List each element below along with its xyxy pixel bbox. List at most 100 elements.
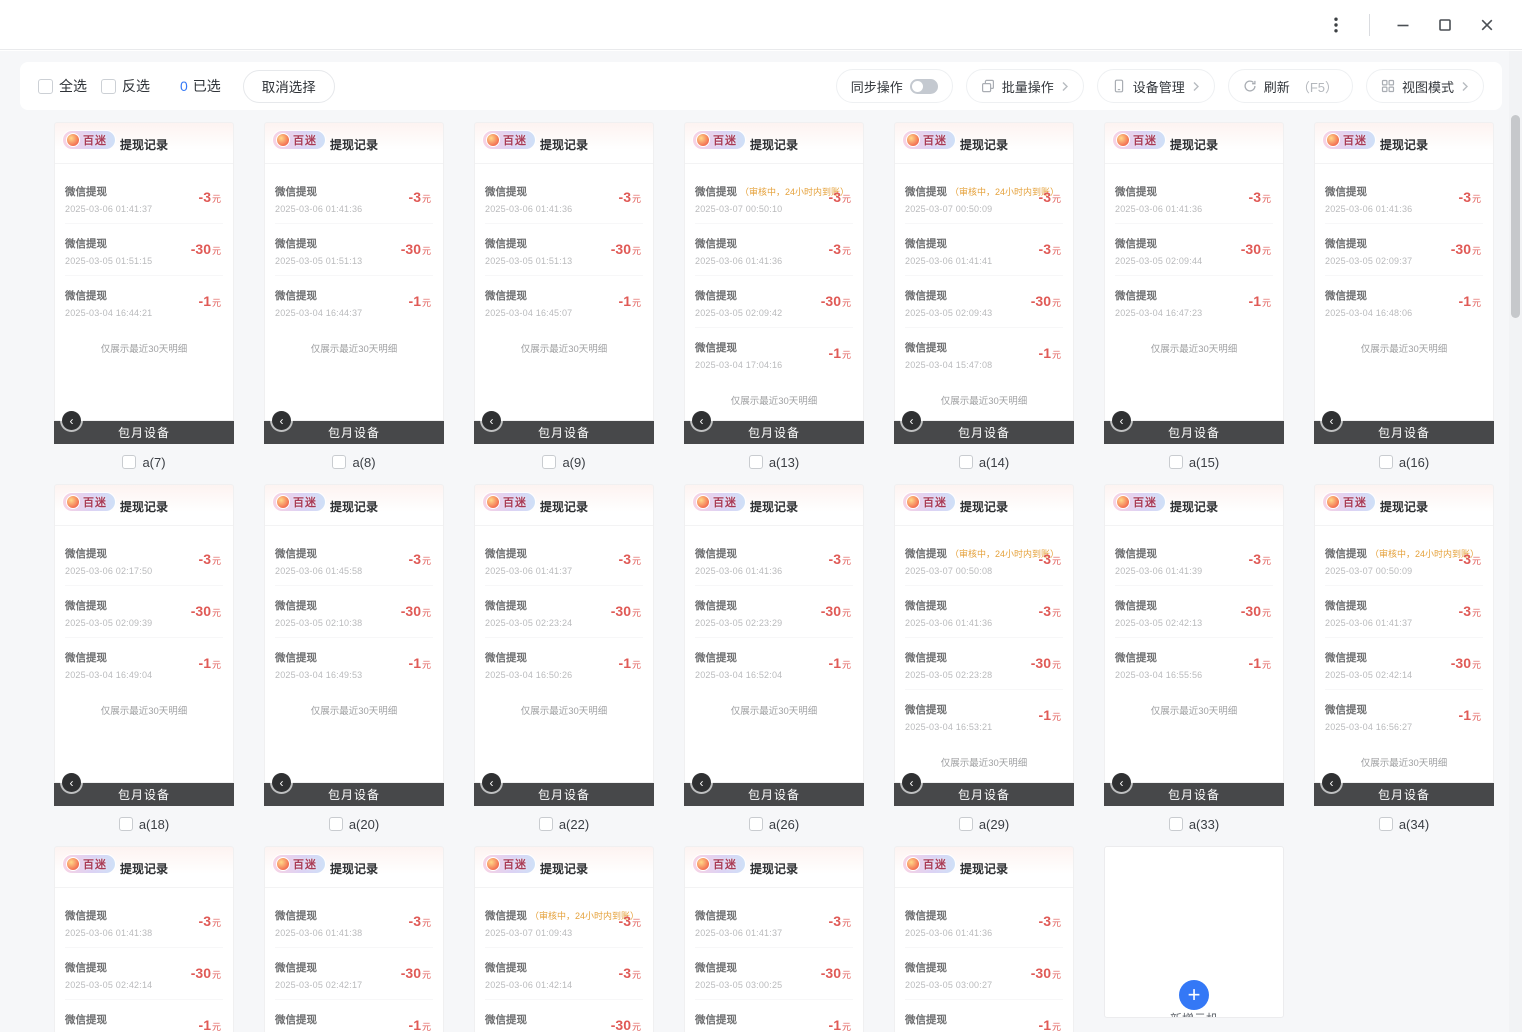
invert-select-control[interactable]: 反选: [101, 76, 150, 96]
collapse-handle-button[interactable]: ‹: [272, 411, 291, 430]
select-all-control[interactable]: 全选: [38, 76, 87, 96]
collapse-handle-button[interactable]: ‹: [1322, 411, 1341, 430]
device-screen[interactable]: 百迷 提现记录 微信提现 2025-03-06 01:41:36 -3元 微信提现 2025…: [474, 122, 654, 421]
phone-frame: 百迷 提现记录 微信提现 2025-03-06 01:41:37 -3元 微信提现 2025…: [54, 122, 234, 444]
device-management-button[interactable]: 设备管理: [1096, 69, 1215, 103]
collapse-handle-button[interactable]: ‹: [1322, 773, 1341, 792]
amount-number: -3: [1458, 602, 1471, 619]
collapse-handle-button[interactable]: ‹: [482, 411, 501, 430]
device-checkbox[interactable]: [958, 455, 973, 469]
transaction-amount: -30元: [1241, 241, 1271, 257]
currency-suffix: 元: [1261, 193, 1271, 204]
device-name-label: a(34): [1398, 816, 1430, 832]
device-checkbox[interactable]: [958, 817, 973, 831]
collapse-handle-button[interactable]: ‹: [692, 411, 711, 430]
collapse-handle-button[interactable]: ‹: [62, 773, 81, 792]
close-button[interactable]: [1466, 8, 1508, 42]
device-screen[interactable]: 百迷 提现记录 微信提现 2025-03-06 01:41:36 -3元 微信提现 2025…: [264, 122, 444, 421]
device-screen[interactable]: 百迷 提现记录 微信提现 2025-03-06 01:41:36 -3元 微信提现 2025…: [894, 846, 1074, 1032]
collapse-handle-button[interactable]: ‹: [902, 773, 921, 792]
transaction-label-line: 微信提现: [695, 234, 853, 252]
transaction-label: 微信提现: [485, 290, 527, 302]
device-screen[interactable]: 百迷 提现记录 微信提现 （审核中，24小时内到账） 2025-03-07 00:50:…: [894, 122, 1074, 421]
phone-frame: 百迷 提现记录 微信提现 （审核中，24小时内到账） 2025-03-07 00:50:…: [684, 122, 864, 444]
amount-number: -3: [828, 912, 841, 929]
device-checkbox[interactable]: [332, 455, 347, 469]
chevron-right-icon: [1462, 81, 1468, 91]
device-screen[interactable]: 百迷 提现记录 微信提现 2025-03-06 01:41:36 -3元 微信提现 2025…: [684, 484, 864, 783]
amount-number: -30: [1030, 654, 1051, 671]
app-badge-text: 百迷: [713, 859, 737, 871]
device-screen[interactable]: 百迷 提现记录 微信提现 2025-03-06 01:41:38 -3元 微信提现 2025…: [264, 846, 444, 1032]
device-screen[interactable]: 百迷 提现记录 微信提现 2025-03-06 01:41:36 -3元 微信提现 2025…: [1104, 122, 1284, 421]
transaction-label: 微信提现: [65, 600, 107, 612]
device-checkbox[interactable]: [118, 817, 133, 831]
collapse-handle-button[interactable]: ‹: [62, 411, 81, 430]
device-screen[interactable]: 百迷 提现记录 微信提现 2025-03-06 01:41:37 -3元 微信提现 2025…: [684, 846, 864, 1032]
transaction-label-line: 微信提现: [275, 648, 433, 666]
collapse-handle-button[interactable]: ‹: [902, 411, 921, 430]
batch-operation-button[interactable]: 批量操作: [965, 69, 1084, 103]
refresh-button[interactable]: 刷新 （F5）: [1227, 69, 1353, 103]
device-card: 百迷 提现记录 微信提现 2025-03-06 01:41:36 -3元 微信提现 2025…: [1314, 122, 1494, 473]
add-device-button[interactable]: +: [1179, 980, 1209, 1010]
device-screen[interactable]: 百迷 提现记录 微信提现 2025-03-06 01:41:39 -3元 微信提现 2025…: [1104, 484, 1284, 783]
device-screen[interactable]: 百迷 提现记录 微信提现 2025-03-06 01:41:38 -3元 微信提现 2025…: [54, 846, 234, 1032]
select-all-checkbox[interactable]: [38, 78, 53, 94]
collapse-handle-button[interactable]: ‹: [482, 773, 501, 792]
currency-suffix: 元: [421, 659, 431, 670]
device-checkbox[interactable]: [328, 817, 343, 831]
withdraw-records-title: 提现记录: [539, 500, 588, 514]
transaction-datetime: 2025-03-07 00:50:09: [1325, 566, 1413, 576]
device-checkbox[interactable]: [1168, 455, 1183, 469]
device-checkbox[interactable]: [1378, 455, 1393, 469]
transaction-label-line: 微信提现 （审核中，24小时内到账）: [905, 182, 1063, 200]
device-check-row: a(18): [54, 813, 234, 835]
minimize-button[interactable]: [1382, 8, 1424, 42]
device-screen[interactable]: 百迷 提现记录 微信提现 2025-03-06 01:41:37 -3元 微信提现 2025…: [54, 122, 234, 421]
device-screen[interactable]: 百迷 提现记录 微信提现 （审核中，24小时内到账） 2025-03-07 01:09:…: [474, 846, 654, 1032]
maximize-button[interactable]: [1424, 8, 1466, 42]
app-badge: 百迷: [272, 492, 326, 512]
amount-number: -3: [1458, 188, 1471, 205]
device-checkbox[interactable]: [1378, 817, 1393, 831]
collapse-handle-button[interactable]: ‹: [272, 773, 291, 792]
device-screen[interactable]: 百迷 提现记录 微信提现 2025-03-06 02:17:50 -3元 微信提现 2025…: [54, 484, 234, 783]
device-screen[interactable]: 百迷 提现记录 微信提现 2025-03-06 01:45:58 -3元 微信提现 2025…: [264, 484, 444, 783]
device-checkbox[interactable]: [1168, 817, 1183, 831]
view-mode-button[interactable]: 视图模式: [1365, 69, 1484, 103]
add-device-card[interactable]: + 新增云机: [1104, 846, 1284, 1018]
transaction-datetime: 2025-03-07 01:09:43: [485, 928, 573, 938]
device-screen[interactable]: 百迷 提现记录 微信提现 （审核中，24小时内到账） 2025-03-07 00:50:…: [894, 484, 1074, 783]
app-badge-icon: [486, 857, 500, 871]
collapse-handle-button[interactable]: ‹: [692, 773, 711, 792]
sync-operation-button[interactable]: 同步操作: [835, 69, 953, 103]
app-badge: 百迷: [902, 130, 956, 150]
transaction-row: 微信提现 2025-03-05 02:23:28 -30元: [905, 638, 1063, 690]
cancel-selection-button[interactable]: 取消选择: [242, 69, 335, 103]
device-checkbox[interactable]: [538, 817, 553, 831]
device-checkbox[interactable]: [748, 817, 763, 831]
device-checkbox[interactable]: [748, 455, 763, 469]
amount-number: -30: [400, 240, 421, 257]
device-screen[interactable]: 百迷 提现记录 微信提现 （审核中，24小时内到账） 2025-03-07 00:50:…: [1314, 484, 1494, 783]
collapse-handle-button[interactable]: ‹: [1112, 411, 1131, 430]
app-badge-icon: [696, 857, 710, 871]
plan-bar: 包月设备: [474, 783, 654, 806]
device-checkbox[interactable]: [542, 455, 557, 469]
device-screen[interactable]: 百迷 提现记录 微信提现 2025-03-06 01:41:36 -3元 微信提现 2025…: [1314, 122, 1494, 421]
collapse-handle-button[interactable]: ‹: [1112, 773, 1131, 792]
transaction-label-line: 微信提现: [1325, 182, 1483, 200]
invert-select-checkbox[interactable]: [101, 78, 116, 94]
amount-number: -3: [198, 188, 211, 205]
transaction-amount: -3元: [1039, 913, 1061, 929]
transaction-label-line: 微信提现: [65, 182, 223, 200]
device-screen[interactable]: 百迷 提现记录 微信提现 （审核中，24小时内到账） 2025-03-07 00:50:…: [684, 122, 864, 421]
device-screen[interactable]: 百迷 提现记录 微信提现 2025-03-06 01:41:37 -3元 微信提现 2025…: [474, 484, 654, 783]
amount-number: -1: [198, 654, 211, 671]
scrollbar-thumb[interactable]: [1511, 115, 1520, 318]
sync-toggle[interactable]: [909, 78, 938, 94]
menu-kebab-icon[interactable]: [1315, 8, 1357, 42]
transaction-label: 微信提现: [695, 910, 737, 922]
device-checkbox[interactable]: [122, 455, 137, 469]
